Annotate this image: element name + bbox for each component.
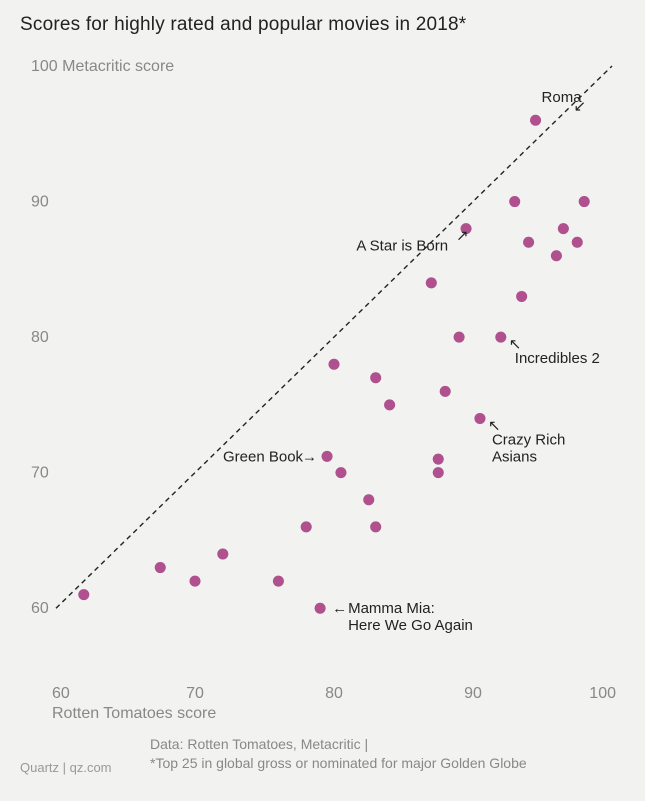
- anno-arrow: ↗: [456, 228, 469, 245]
- data-point: [579, 196, 590, 207]
- x-tick: 60: [52, 685, 70, 702]
- data-point: [454, 332, 465, 343]
- anno-label: Asians: [492, 448, 537, 465]
- data-point: [217, 549, 228, 560]
- data-point: [516, 291, 527, 302]
- data-point: [509, 196, 520, 207]
- chart-title: Scores for highly rated and popular movi…: [20, 14, 466, 36]
- y-tick: 80: [31, 329, 49, 346]
- y-tick-100: 100 Metacritic score: [31, 58, 174, 75]
- data-point: [530, 115, 541, 126]
- anno-arrow: →: [302, 448, 317, 465]
- data-point: [426, 277, 437, 288]
- data-point: [190, 576, 201, 587]
- data-point: [301, 521, 312, 532]
- anno-arrow: ←: [332, 600, 347, 617]
- data-point: [551, 250, 562, 261]
- y-tick: 60: [31, 600, 49, 617]
- data-point: [370, 372, 381, 383]
- data-point: [335, 467, 346, 478]
- x-tick: 100: [589, 685, 616, 702]
- data-point: [523, 237, 534, 248]
- data-point: [558, 223, 569, 234]
- data-point: [474, 413, 485, 424]
- diagonal-line: [56, 66, 612, 608]
- x-tick: 70: [186, 685, 204, 702]
- anno-label: Mamma Mia:: [348, 600, 435, 617]
- x-axis-label: Rotten Tomatoes score: [52, 705, 216, 722]
- anno-label: Incredibles 2: [515, 350, 600, 367]
- data-point: [329, 359, 340, 370]
- footer-brand: Quartz | qz.com: [20, 760, 112, 775]
- anno-arrow: ↙: [574, 98, 587, 115]
- data-point: [273, 576, 284, 587]
- anno-label: A Star is Born: [356, 238, 448, 255]
- footer-data-line1: Data: Rotten Tomatoes, Metacritic |: [150, 735, 527, 754]
- y-tick: 90: [31, 194, 49, 211]
- data-point: [433, 454, 444, 465]
- data-point: [572, 237, 583, 248]
- data-point: [315, 603, 326, 614]
- scatter-plot: 60 70 80 90 100 Metacritic score 60 70 80 90 100 R…: [26, 56, 626, 724]
- data-point: [433, 467, 444, 478]
- chart-frame: Scores for highly rated and popular movi…: [0, 0, 645, 801]
- chart-footer: Quartz | qz.com Data: Rotten Tomatoes, M…: [20, 741, 625, 793]
- footer-data: Data: Rotten Tomatoes, Metacritic | *Top…: [150, 735, 527, 773]
- y-tick: 70: [31, 465, 49, 482]
- data-point: [363, 494, 374, 505]
- scatter-svg: 60 70 80 90 100 Metacritic score 60 70 80 90 100 R…: [26, 56, 626, 724]
- data-point: [384, 399, 395, 410]
- anno-label: Crazy Rich: [492, 431, 565, 448]
- x-tick: 90: [464, 685, 482, 702]
- data-point: [155, 562, 166, 573]
- anno-label: Green Book: [223, 448, 304, 465]
- data-point: [440, 386, 451, 397]
- data-point: [78, 589, 89, 600]
- data-point: [322, 451, 333, 462]
- x-tick: 80: [325, 685, 343, 702]
- footer-data-line2: *Top 25 in global gross or nominated for…: [150, 754, 527, 773]
- anno-label: Here We Go Again: [348, 617, 473, 634]
- data-point: [495, 332, 506, 343]
- data-point: [370, 521, 381, 532]
